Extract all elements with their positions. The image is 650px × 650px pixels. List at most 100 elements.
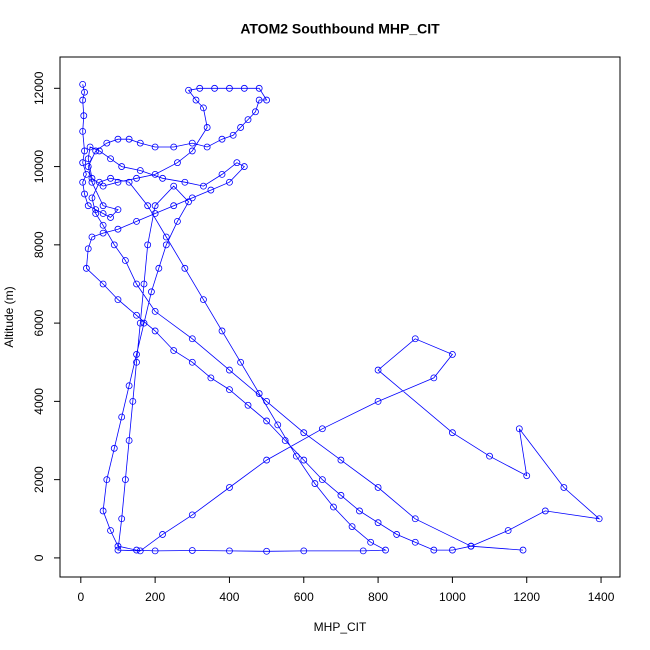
data-point [300, 429, 308, 437]
data-point [92, 206, 100, 214]
data-point [133, 311, 140, 319]
data-point [88, 174, 96, 182]
data-point [255, 96, 263, 104]
data-point [252, 108, 259, 116]
data-point [125, 135, 133, 143]
data-point [318, 425, 326, 433]
data-point [114, 546, 122, 554]
data-point [140, 280, 148, 288]
data-point [229, 131, 237, 139]
y-tick-label: 0 [32, 554, 46, 561]
data-point [136, 547, 144, 555]
data-point [159, 531, 166, 538]
data-point [99, 202, 107, 210]
data-point [185, 198, 192, 206]
x-tick-label: 800 [368, 590, 388, 604]
data-point [107, 155, 114, 163]
data-point [81, 88, 88, 96]
data-point [118, 163, 126, 170]
data-point [151, 170, 159, 178]
data-point [192, 96, 200, 104]
data-point [151, 327, 159, 335]
data-point [207, 186, 215, 194]
data-point [114, 206, 122, 214]
data-line [82, 84, 601, 552]
data-point [125, 382, 133, 390]
data-point [411, 515, 419, 523]
data-point [486, 452, 493, 460]
data-point [263, 417, 271, 425]
data-point [449, 351, 456, 358]
data-point [79, 96, 87, 104]
x-axis-label: MHP_CIT [314, 620, 367, 634]
data-point [244, 401, 252, 409]
data-point [188, 335, 196, 343]
data-point [337, 491, 345, 499]
data-point [118, 413, 126, 421]
data-point [181, 178, 189, 186]
data-point [226, 366, 233, 374]
data-point [110, 444, 118, 452]
data-point [174, 159, 181, 167]
data-point [411, 538, 419, 546]
data-point [118, 515, 126, 523]
data-point [318, 476, 326, 484]
data-point [151, 210, 159, 217]
data-point [226, 386, 233, 394]
y-tick-label: 8000 [32, 231, 46, 258]
data-point [99, 221, 107, 229]
data-point [300, 456, 308, 464]
data-point [151, 143, 159, 151]
x-tick-label: 600 [294, 590, 314, 604]
data-point [84, 163, 92, 170]
data-point [151, 307, 159, 315]
data-point [133, 358, 140, 366]
data-point [140, 319, 148, 327]
data-point [330, 503, 337, 511]
data-point [200, 104, 207, 112]
data-point [449, 429, 456, 437]
data-point [88, 233, 96, 241]
data-point [211, 84, 218, 92]
data-point [82, 170, 90, 178]
data-point [237, 124, 244, 131]
data-point [114, 542, 122, 550]
data-point [133, 280, 140, 288]
data-point [337, 456, 345, 464]
data-point [356, 507, 363, 515]
data-point [263, 547, 271, 555]
y-tick-label: 2000 [32, 466, 46, 493]
data-point [218, 327, 226, 335]
data-point [170, 182, 178, 190]
data-point [188, 194, 196, 202]
data-point [374, 397, 382, 405]
data-point [430, 374, 438, 382]
data-point [188, 147, 196, 155]
data-point [200, 296, 207, 304]
data-point [81, 190, 88, 198]
data-point [103, 476, 111, 484]
x-tick-label: 400 [219, 590, 239, 604]
data-point [110, 241, 118, 249]
data-point [300, 547, 308, 555]
data-point [263, 96, 271, 104]
data-point [374, 484, 382, 491]
data-point [155, 264, 163, 272]
y-tick-label: 6000 [32, 309, 46, 336]
data-point [255, 84, 263, 92]
data-point [292, 452, 300, 460]
data-point [367, 538, 375, 546]
data-point [99, 280, 107, 288]
plot-frame [59, 56, 621, 578]
data-point [159, 174, 166, 182]
data-point [274, 421, 282, 429]
data-point [79, 80, 87, 88]
data-point [95, 178, 103, 186]
data-point [136, 167, 144, 174]
data-point [560, 484, 568, 491]
data-point [237, 358, 244, 366]
data-point [240, 163, 248, 170]
y-axis-label: Altitude (m) [2, 286, 16, 347]
data-point [99, 182, 107, 190]
data-point [144, 241, 152, 249]
